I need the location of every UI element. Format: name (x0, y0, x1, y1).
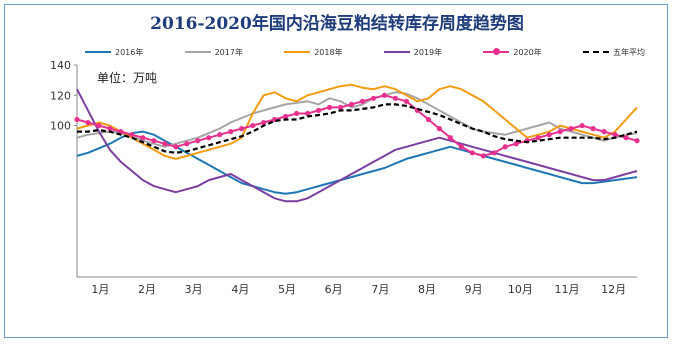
legend-swatch (582, 51, 609, 53)
data-point-2020 (623, 135, 629, 141)
data-point-2020 (195, 138, 201, 144)
legend-label: 2019年 (413, 47, 443, 57)
data-point-2020 (337, 104, 344, 110)
y-tick-label: 140 (50, 59, 71, 72)
legend-swatch (85, 51, 111, 53)
data-point-2020 (173, 144, 179, 150)
chart-plot: 140 120 100 1月 2月 3月 4月 5月 6月 7月 8月 9月 10月 11月 12月 (50, 59, 640, 296)
data-point-2020 (601, 129, 607, 135)
x-tick-label: 3月 (185, 283, 203, 296)
legend-swatch (284, 51, 311, 53)
legend-swatch (483, 48, 510, 55)
data-point-2020 (546, 132, 552, 138)
data-point-2020 (458, 144, 464, 150)
legend-label: 五年平均 (612, 47, 645, 57)
legend-swatch (383, 51, 410, 53)
data-point-2020 (491, 150, 497, 156)
legend-item: 2016年 (85, 45, 143, 59)
data-point-2020 (557, 129, 563, 135)
data-point-2020 (579, 122, 585, 129)
legend-item: 2020年 (483, 45, 542, 59)
data-point-2020 (447, 135, 453, 141)
legend-item: 2019年 (383, 45, 443, 59)
data-point-2020 (502, 144, 508, 150)
legend-marker-icon (493, 48, 501, 55)
data-point-2020 (403, 98, 410, 104)
data-point-2020 (348, 101, 355, 107)
chart-legend: 2016年 2017年 2018年 2019年 2020年 五年平均 (85, 45, 645, 59)
series-line-2016年 (76, 130, 638, 195)
data-point-2020 (535, 135, 541, 141)
x-tick-label: 2月 (138, 283, 156, 296)
data-point-2020 (140, 135, 146, 141)
x-tick-label: 7月 (371, 283, 389, 296)
series-line-2020年 (76, 94, 638, 157)
data-point-2020 (381, 92, 388, 98)
data-point-2020 (96, 122, 102, 129)
x-tick-label: 1月 (91, 283, 109, 296)
x-tick-label: 9月 (465, 283, 483, 296)
data-point-2020 (151, 138, 157, 144)
data-point-2020 (107, 126, 113, 132)
data-point-2020 (206, 135, 212, 141)
legend-item: 2017年 (184, 45, 243, 59)
x-tick-label: 11月 (555, 283, 580, 296)
legend-label: 2017年 (214, 47, 243, 57)
data-point-2020 (74, 116, 80, 123)
data-point-2020 (480, 153, 486, 159)
data-point-2020 (315, 107, 322, 114)
x-tick-label: 4月 (231, 283, 249, 296)
data-point-2020 (326, 104, 333, 110)
data-point-2020 (85, 119, 91, 126)
data-point-2020 (304, 110, 311, 117)
y-tick-label: 100 (50, 120, 71, 133)
data-point-2020 (392, 95, 399, 101)
x-tick-label: 5月 (278, 283, 296, 296)
x-tick-label: 12月 (601, 283, 626, 296)
data-point-2020 (217, 132, 223, 138)
legend-item: 2018年 (284, 45, 343, 59)
data-point-2020 (283, 113, 289, 120)
data-point-2020 (118, 129, 124, 135)
data-point-2020 (239, 126, 245, 132)
chart-frame: 2016-2020年国内沿海豆粕结转库存周度趋势图 2016年 2017年 2018… (4, 4, 668, 338)
legend-label: 2018年 (314, 47, 343, 57)
data-point-2020 (590, 126, 596, 132)
data-point-2020 (294, 110, 300, 117)
y-tick-label: 120 (50, 89, 71, 102)
legend-label: 2020年 (513, 47, 542, 57)
unit-label: 单位：万吨 (97, 71, 158, 85)
legend-label: 2016年 (115, 47, 144, 57)
x-tick-label: 6月 (325, 283, 343, 296)
legend-swatch (184, 51, 211, 53)
data-point-2020 (436, 126, 442, 132)
data-point-2020 (228, 129, 234, 135)
data-point-2020 (162, 141, 168, 147)
x-tick-label: 10月 (508, 283, 533, 296)
data-point-2020 (634, 138, 640, 144)
data-point-2020 (425, 116, 431, 123)
data-point-2020 (370, 95, 377, 101)
data-point-2020 (250, 122, 256, 129)
data-point-2020 (359, 98, 366, 104)
x-tick-label: 8月 (418, 283, 436, 296)
legend-item: 五年平均 (582, 45, 645, 59)
data-point-2020 (261, 119, 267, 126)
series-line-2019年 (76, 88, 638, 203)
data-point-2020 (129, 132, 135, 138)
data-point-2020 (568, 126, 574, 132)
series-line-2018年 (76, 83, 638, 160)
data-point-2020 (469, 150, 475, 156)
series-line-五年平均 (77, 103, 638, 154)
data-point-2020 (612, 132, 618, 138)
data-point-2020 (513, 141, 519, 147)
chart-title: 2016-2020年国内沿海豆粕结转库存周度趋势图 (150, 14, 524, 34)
data-point-2020 (184, 141, 190, 147)
